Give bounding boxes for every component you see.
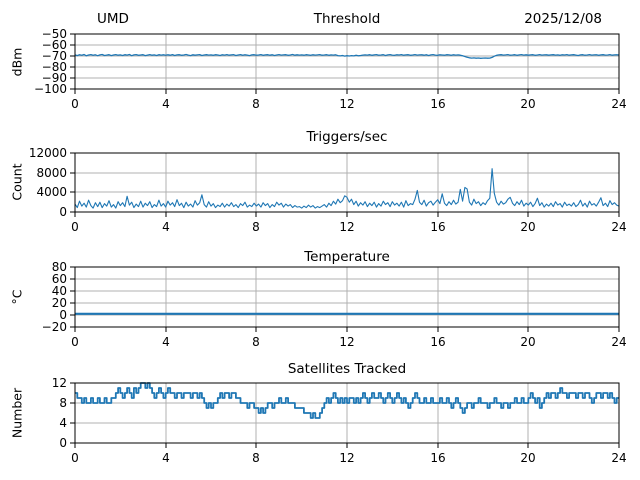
tick-marks xyxy=(70,266,620,332)
triggers-plot-title: Triggers/sec xyxy=(306,129,388,145)
temperature-ylabel: °C xyxy=(9,289,25,305)
y-tick-label: 80 xyxy=(52,260,67,274)
x-tick-label: 16 xyxy=(430,335,445,349)
y-tick-label: −70 xyxy=(42,49,67,63)
x-tick-label: 12 xyxy=(339,335,354,349)
x-tick-label: 20 xyxy=(520,220,535,234)
y-tick-label: 0 xyxy=(59,308,67,322)
subplot-satellites-tracked: 0 4 8 12 16 20 24 0 4 8 12 xyxy=(52,376,627,465)
date-label: 2025/12/08 xyxy=(524,11,602,27)
x-tick-label: 24 xyxy=(611,220,626,234)
x-tick-label: 8 xyxy=(252,335,260,349)
x-tick-label: 24 xyxy=(611,451,626,465)
x-tick-label: 8 xyxy=(252,97,260,111)
y-tick-label: 20 xyxy=(52,296,67,310)
temperature-plot-title: Temperature xyxy=(304,249,390,265)
y-tick-label: 8000 xyxy=(36,166,67,180)
triggers-ylabel: Count xyxy=(9,163,25,201)
x-tick-label: 4 xyxy=(162,97,170,111)
satellites-plot-title: Satellites Tracked xyxy=(287,361,407,377)
x-tick-label: 0 xyxy=(71,97,79,111)
x-tick-label: 0 xyxy=(71,335,79,349)
station-title: UMD xyxy=(97,11,129,27)
x-tick-label: 24 xyxy=(611,335,626,349)
satellites-ylabel: Number xyxy=(9,387,25,439)
tick-labels: 0 4 8 12 16 20 24 0 4 8 12 xyxy=(52,376,627,465)
x-tick-label: 20 xyxy=(520,335,535,349)
y-tick-label: −60 xyxy=(42,38,67,52)
x-tick-label: 12 xyxy=(339,220,354,234)
x-tick-label: 4 xyxy=(162,335,170,349)
gridlines xyxy=(74,33,620,90)
x-tick-label: 24 xyxy=(611,97,626,111)
y-tick-label: 0 xyxy=(59,436,67,450)
x-tick-label: 4 xyxy=(162,451,170,465)
x-tick-label: 20 xyxy=(520,97,535,111)
x-tick-label: 12 xyxy=(339,451,354,465)
threshold-ylabel: dBm xyxy=(9,47,25,77)
y-tick-label: −20 xyxy=(42,320,67,334)
x-tick-label: 16 xyxy=(430,97,445,111)
y-tick-label: −90 xyxy=(42,71,67,85)
x-tick-label: 8 xyxy=(252,220,260,234)
tick-labels: 0 4 8 12 16 20 24 −50−60−70−80−90−100 xyxy=(34,27,627,111)
gridlines xyxy=(74,152,620,213)
x-tick-label: 0 xyxy=(71,220,79,234)
tick-marks xyxy=(70,33,620,94)
threshold-plot-title: Threshold xyxy=(313,11,381,27)
y-tick-label: 4000 xyxy=(36,185,67,199)
x-tick-label: 16 xyxy=(430,451,445,465)
x-tick-label: 0 xyxy=(71,451,79,465)
y-tick-label: 0 xyxy=(59,205,67,219)
subplot-threshold: 0 4 8 12 16 20 24 −50−60−70−80−90−100 xyxy=(34,27,627,111)
y-tick-label: 60 xyxy=(52,272,67,286)
y-tick-label: 8 xyxy=(59,396,67,410)
x-tick-label: 20 xyxy=(520,451,535,465)
y-tick-label: 12000 xyxy=(29,146,67,160)
tick-labels: 0 4 8 12 16 20 24 0 4000 8000 12000 xyxy=(29,146,627,234)
threshold-series-line xyxy=(74,53,620,59)
y-tick-label: −50 xyxy=(42,27,67,41)
x-tick-label: 4 xyxy=(162,220,170,234)
subplot-triggers-per-sec: 0 4 8 12 16 20 24 0 4000 8000 12000 xyxy=(29,146,627,234)
gridlines xyxy=(74,382,620,444)
satellites-tracked-series-line xyxy=(75,382,619,419)
tick-marks xyxy=(70,152,620,217)
x-tick-label: 16 xyxy=(430,220,445,234)
y-tick-label: 4 xyxy=(59,416,67,430)
x-tick-label: 8 xyxy=(252,451,260,465)
gridlines xyxy=(74,266,620,328)
y-tick-label: −100 xyxy=(34,82,67,96)
triggers-per-sec-series-line xyxy=(74,168,620,209)
x-tick-label: 12 xyxy=(339,97,354,111)
y-tick-label: 40 xyxy=(52,284,67,298)
y-tick-label: −80 xyxy=(42,60,67,74)
tick-marks xyxy=(70,382,620,448)
y-tick-label: 12 xyxy=(52,376,67,390)
